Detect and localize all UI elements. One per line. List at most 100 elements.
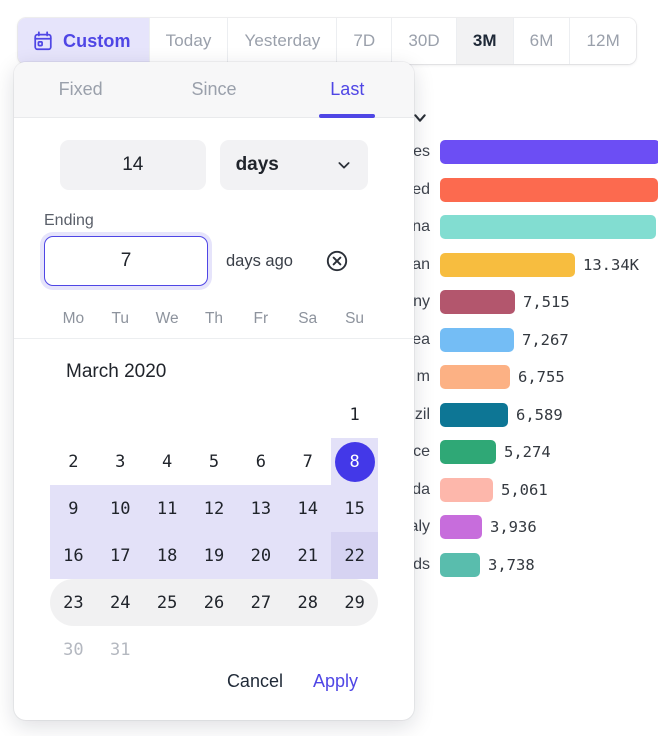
bar[interactable] [440, 252, 575, 277]
calendar-day-number: 28 [297, 592, 318, 613]
last-amount-input[interactable]: 14 [60, 140, 206, 190]
tab-fixed-label: Fixed [58, 79, 103, 99]
apply-button[interactable]: Apply [312, 671, 358, 691]
bar-row[interactable]: m 6,755 [392, 363, 565, 391]
date-range-selector[interactable]: Custom Today Yesterday 7D 30D 3M 6M 12M [18, 18, 636, 64]
bar[interactable] [440, 402, 508, 427]
calendar-day-cell[interactable]: 13 [237, 485, 285, 532]
range-button-30d[interactable]: 30D [392, 18, 457, 64]
range-button-label: 7D [353, 31, 376, 50]
calendar-blank-cell [97, 391, 144, 438]
bar-row[interactable]: an 13.34K [392, 251, 639, 279]
bar-row[interactable]: ny 7,515 [392, 288, 570, 316]
calendar-day-cell[interactable]: 11 [143, 485, 191, 532]
bar[interactable] [440, 440, 496, 464]
calendar-day-number: 4 [162, 451, 173, 472]
calendar-day-cell[interactable]: 23 [50, 579, 97, 626]
bar-value-label: 6,589 [516, 405, 563, 424]
cancel-button[interactable]: Cancel [226, 671, 283, 691]
tab-fixed[interactable]: Fixed [14, 62, 147, 117]
calendar-day-cell[interactable]: 28 [284, 579, 332, 626]
calendar-day-cell[interactable]: 10 [96, 485, 144, 532]
bar[interactable] [440, 215, 656, 239]
chevron-down-icon[interactable] [412, 110, 428, 126]
calendar-day-cell[interactable]: 27 [237, 579, 285, 626]
bar-row[interactable]: ea 7,267 [392, 326, 569, 354]
bar-row[interactable]: ce 5,274 [392, 438, 551, 466]
calendar-day-cell[interactable]: 17 [96, 532, 144, 579]
bar-row[interactable]: zil 6,589 [392, 401, 563, 429]
calendar-day-cell[interactable]: 3 [97, 438, 144, 485]
bar-row[interactable]: ds 3,738 [392, 551, 535, 579]
bar[interactable] [440, 177, 658, 202]
selected-day-marker [334, 441, 375, 482]
weekday-fr: Fr [253, 310, 269, 327]
range-button-12m[interactable]: 12M [570, 18, 636, 64]
ending-offset-value: 7 [120, 250, 132, 271]
calendar-day-number: 6 [255, 451, 266, 472]
bar-category-label: ea [412, 330, 430, 348]
bar-row[interactable]: na [392, 213, 656, 241]
calendar-blank-cell [284, 391, 331, 438]
close-circle-icon[interactable] [325, 249, 349, 273]
calendar-day-cell[interactable]: 29 [331, 579, 378, 626]
calendar-day-cell[interactable]: 18 [143, 532, 191, 579]
range-button-6m[interactable]: 6M [513, 18, 571, 64]
calendar-blank-cell [50, 391, 97, 438]
calendar-day-cell[interactable]: 15 [331, 485, 378, 532]
bar-row[interactable]: aly 3,936 [392, 513, 537, 541]
bar[interactable] [440, 515, 482, 539]
bar-category-label: da [412, 480, 430, 498]
bar[interactable] [440, 140, 658, 164]
calendar-day-cell[interactable]: 2 [50, 438, 97, 485]
calendar-day-cell[interactable]: 9 [50, 485, 97, 532]
calendar-day-cell[interactable]: 31 [97, 626, 144, 673]
calendar-day-cell[interactable]: 5 [191, 438, 238, 485]
range-button-yesterday[interactable]: Yesterday [228, 18, 338, 64]
calendar-day-cell[interactable]: 24 [96, 579, 144, 626]
tab-last[interactable]: Last [281, 62, 414, 117]
calendar-day-cell[interactable]: 7 [284, 438, 331, 485]
bar-row[interactable]: es [392, 138, 658, 166]
range-button-label: Yesterday [244, 31, 321, 50]
last-duration-row: 14 days [14, 118, 414, 190]
ending-offset-input[interactable]: 7 [44, 236, 208, 286]
bar[interactable] [440, 327, 514, 352]
calendar-day-number: 9 [68, 498, 79, 519]
calendar-day-number: 22 [344, 545, 365, 566]
calendar-day-cell[interactable]: 21 [284, 532, 332, 579]
bar[interactable] [440, 552, 480, 577]
calendar-day-cell[interactable]: 20 [237, 532, 285, 579]
calendar-day-number: 24 [110, 592, 131, 613]
bar[interactable] [440, 477, 493, 502]
calendar-day-cell[interactable]: 25 [143, 579, 191, 626]
bar-row[interactable]: da 5,061 [392, 476, 548, 504]
range-button-label: Today [165, 31, 212, 50]
calendar-day-cell[interactable]: 19 [190, 532, 238, 579]
calendar-day-cell[interactable]: 22 [331, 532, 378, 579]
bar-row[interactable]: ed [392, 176, 658, 204]
range-button-label: 30D [408, 31, 440, 50]
calendar-day-cell[interactable]: 14 [284, 485, 332, 532]
range-button-7d[interactable]: 7D [337, 18, 393, 64]
range-button-label: 3M [472, 31, 497, 50]
calendar-day-cell[interactable]: 8 [331, 438, 378, 485]
bar[interactable] [440, 365, 510, 389]
bar[interactable] [440, 290, 515, 314]
range-button-custom[interactable]: Custom [18, 18, 150, 64]
tab-since[interactable]: Since [147, 62, 280, 117]
calendar-day-cell[interactable]: 26 [190, 579, 238, 626]
last-unit-select[interactable]: days [219, 140, 368, 190]
calendar-day-cell[interactable]: 4 [144, 438, 191, 485]
bar-category-label: ds [413, 555, 430, 573]
range-button-3m[interactable]: 3M [456, 18, 514, 64]
range-button-today[interactable]: Today [149, 18, 229, 64]
calendar-day-cell[interactable]: 1 [331, 391, 378, 438]
calendar-day-cell[interactable]: 30 [50, 626, 97, 673]
calendar-day-cell[interactable]: 6 [237, 438, 284, 485]
bar-value-label: 13.34K [583, 255, 639, 274]
calendar-day-cell[interactable]: 12 [190, 485, 238, 532]
calendar-day-cell[interactable]: 16 [50, 532, 97, 579]
calendar-grid[interactable]: 1 2 3 4 5 6 7 8 9 10 11 12 13 14 15 16 17 18 19 20 21 22 23 24 2… [14, 383, 414, 673]
bar-value-label: 3,738 [488, 555, 535, 574]
